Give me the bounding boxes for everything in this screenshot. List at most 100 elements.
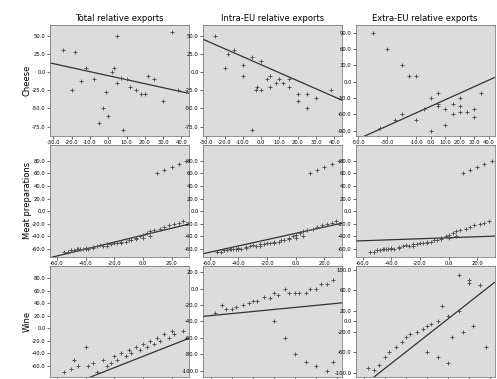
- Point: [84, 246, 92, 252]
- Point: [274, 238, 282, 244]
- Point: [139, 235, 147, 241]
- Point: [156, 338, 164, 344]
- Point: [488, 158, 496, 164]
- Point: [227, 246, 235, 252]
- Point: [427, 95, 435, 101]
- Point: [99, 357, 107, 363]
- Point: [452, 233, 460, 240]
- Title: Extra-EU relative exports: Extra-EU relative exports: [372, 14, 478, 23]
- Point: [127, 350, 135, 356]
- Point: [67, 247, 75, 254]
- Point: [376, 247, 384, 254]
- Point: [266, 240, 274, 246]
- Point: [122, 353, 130, 359]
- Point: [430, 237, 438, 243]
- Point: [482, 344, 490, 350]
- Point: [110, 353, 118, 359]
- Point: [427, 238, 435, 244]
- Point: [174, 87, 182, 93]
- Point: [113, 33, 121, 39]
- Point: [251, 87, 259, 93]
- Point: [291, 351, 299, 357]
- Point: [423, 349, 431, 356]
- Point: [382, 246, 390, 252]
- Point: [159, 98, 167, 104]
- Point: [113, 80, 121, 86]
- Point: [82, 344, 89, 350]
- Point: [456, 103, 464, 109]
- Point: [256, 243, 264, 249]
- Point: [481, 161, 489, 167]
- Point: [122, 238, 130, 244]
- Point: [266, 84, 274, 90]
- Point: [291, 290, 299, 296]
- Point: [150, 227, 158, 233]
- Point: [132, 87, 140, 93]
- Point: [318, 222, 326, 228]
- Point: [292, 235, 300, 241]
- Point: [64, 249, 72, 255]
- Point: [398, 111, 406, 117]
- Point: [445, 232, 453, 238]
- Point: [324, 221, 331, 227]
- Point: [89, 245, 97, 251]
- Point: [253, 84, 261, 90]
- Point: [220, 247, 228, 254]
- Point: [239, 62, 247, 68]
- Point: [82, 245, 89, 251]
- Point: [107, 360, 115, 366]
- Point: [434, 89, 442, 96]
- Point: [438, 303, 446, 309]
- Point: [327, 87, 334, 93]
- Point: [270, 240, 278, 246]
- Point: [126, 84, 134, 90]
- Point: [246, 243, 254, 249]
- Point: [262, 76, 270, 82]
- Point: [434, 100, 442, 106]
- Point: [248, 55, 256, 61]
- Point: [312, 363, 320, 370]
- Point: [289, 233, 297, 240]
- Point: [427, 128, 435, 134]
- Point: [89, 76, 97, 82]
- Point: [452, 229, 460, 235]
- Point: [285, 290, 293, 296]
- Point: [150, 341, 158, 347]
- Point: [275, 76, 283, 82]
- Point: [277, 237, 285, 243]
- Point: [136, 233, 144, 240]
- Point: [459, 171, 467, 177]
- Point: [296, 290, 304, 296]
- Point: [402, 242, 410, 248]
- Point: [256, 241, 264, 247]
- Point: [76, 246, 84, 252]
- Point: [137, 91, 145, 97]
- Point: [167, 164, 175, 170]
- Point: [110, 240, 118, 246]
- Point: [395, 244, 403, 250]
- Point: [132, 235, 140, 241]
- Point: [285, 236, 293, 242]
- Point: [281, 285, 289, 291]
- Point: [306, 171, 314, 177]
- Point: [82, 246, 89, 252]
- Point: [84, 363, 92, 369]
- Point: [387, 245, 395, 251]
- Point: [419, 326, 427, 332]
- Text: Cheese: Cheese: [23, 65, 32, 96]
- Point: [285, 84, 293, 90]
- Point: [251, 243, 259, 249]
- Point: [75, 246, 83, 252]
- Point: [433, 236, 441, 243]
- Point: [146, 229, 154, 235]
- Point: [478, 89, 486, 96]
- Point: [413, 73, 420, 79]
- Point: [272, 80, 280, 86]
- Point: [75, 363, 83, 369]
- Point: [222, 306, 230, 312]
- Point: [96, 242, 104, 248]
- Point: [113, 240, 121, 246]
- Point: [409, 243, 417, 249]
- Point: [321, 164, 329, 170]
- Point: [444, 313, 452, 319]
